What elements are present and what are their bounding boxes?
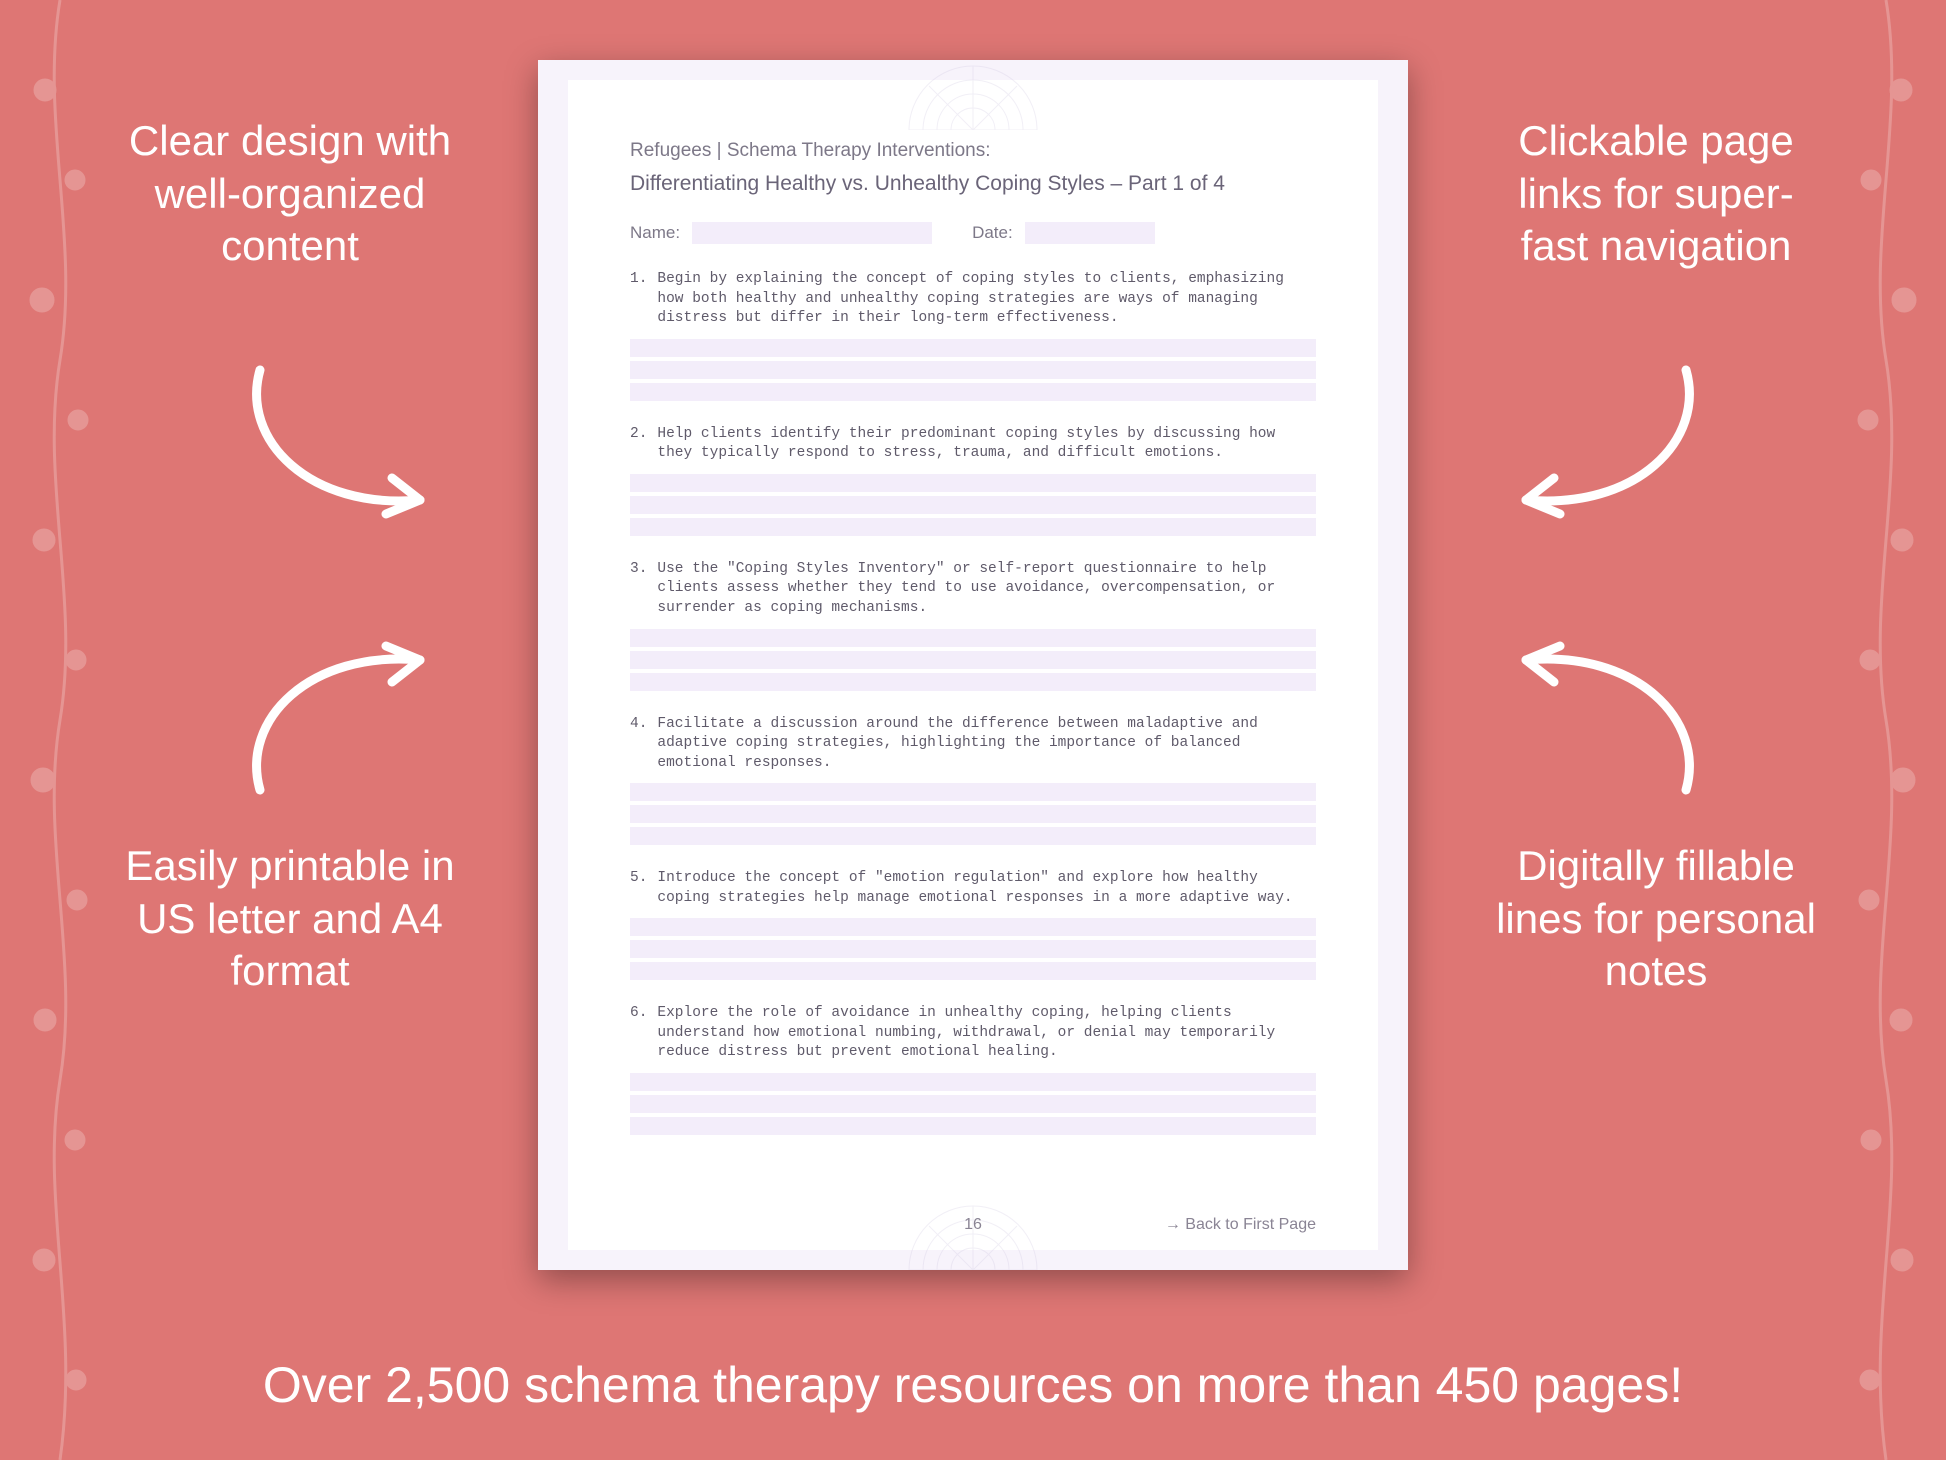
fillable-lines	[630, 918, 1316, 980]
worksheet-item: 2. Help clients identify their predominan…	[630, 425, 1316, 536]
worksheet-item: 1.Begin by explaining the concept of cop…	[630, 270, 1316, 401]
decorative-vine-left	[0, 0, 120, 1460]
fillable-line[interactable]	[630, 496, 1316, 514]
item-number: 6.	[630, 1004, 647, 1063]
worksheet-item: 6.Explore the role of avoidance in unhea…	[630, 1004, 1316, 1135]
document-breadcrumb: Refugees | Schema Therapy Interventions:	[630, 140, 1316, 162]
callout-bottom-left: Easily printable in US letter and A4 for…	[120, 840, 460, 998]
document-title: Differentiating Healthy vs. Unhealthy Co…	[630, 172, 1316, 196]
fillable-line[interactable]	[630, 783, 1316, 801]
document-footer: 16 → Back to First Page	[630, 1216, 1316, 1234]
item-text: Use the "Coping Styles Inventory" or sel…	[657, 560, 1316, 619]
fillable-line[interactable]	[630, 629, 1316, 647]
fillable-line[interactable]	[630, 827, 1316, 845]
callout-top-right: Clickable page links for super-fast navi…	[1486, 115, 1826, 273]
fillable-line[interactable]	[630, 962, 1316, 980]
item-number: 3.	[630, 560, 647, 619]
fillable-line[interactable]	[630, 518, 1316, 536]
date-input[interactable]	[1025, 222, 1155, 244]
fillable-lines	[630, 783, 1316, 845]
page-number: 16	[964, 1216, 982, 1234]
fillable-lines	[630, 474, 1316, 536]
mandala-decoration-top	[833, 60, 1113, 130]
item-text: Facilitate a discussion around the diffe…	[657, 715, 1316, 774]
name-field: Name:	[630, 222, 932, 244]
item-text: Introduce the concept of "emotion regula…	[657, 869, 1316, 908]
footer-banner: Over 2,500 schema therapy resources on m…	[0, 1356, 1946, 1414]
fillable-line[interactable]	[630, 1117, 1316, 1135]
document-meta-row: Name: Date:	[630, 222, 1316, 244]
name-input[interactable]	[692, 222, 932, 244]
worksheet-item: 3.Use the "Coping Styles Inventory" or s…	[630, 560, 1316, 691]
callout-bottom-right: Digitally fillable lines for personal no…	[1486, 840, 1826, 998]
document-page-inner: Refugees | Schema Therapy Interventions:…	[568, 80, 1378, 1250]
item-text: Help clients identify their predominant …	[657, 425, 1316, 464]
fillable-line[interactable]	[630, 940, 1316, 958]
fillable-line[interactable]	[630, 474, 1316, 492]
back-to-first-page-link[interactable]: → Back to First Page	[1165, 1216, 1316, 1234]
fillable-line[interactable]	[630, 918, 1316, 936]
mandala-decoration-bottom	[833, 1200, 1113, 1270]
decorative-vine-right	[1826, 0, 1946, 1460]
arrow-top-right	[1496, 360, 1716, 530]
fillable-line[interactable]	[630, 673, 1316, 691]
arrow-bottom-right	[1496, 630, 1716, 800]
fillable-line[interactable]	[630, 651, 1316, 669]
item-number: 5.	[630, 869, 647, 908]
document-page: Refugees | Schema Therapy Interventions:…	[538, 60, 1408, 1270]
fillable-lines	[630, 1073, 1316, 1135]
fillable-line[interactable]	[630, 1095, 1316, 1113]
item-number: 4.	[630, 715, 647, 774]
item-text: Explore the role of avoidance in unhealt…	[657, 1004, 1316, 1063]
fillable-lines	[630, 339, 1316, 401]
item-number: 2.	[630, 425, 647, 464]
fillable-line[interactable]	[630, 339, 1316, 357]
callout-top-left: Clear design with well-organized content	[120, 115, 460, 273]
worksheet-item: 4.Facilitate a discussion around the dif…	[630, 715, 1316, 846]
fillable-line[interactable]	[630, 805, 1316, 823]
date-label: Date:	[972, 223, 1013, 243]
date-field: Date:	[972, 222, 1155, 244]
item-text: Begin by explaining the concept of copin…	[657, 270, 1316, 329]
document-content: Refugees | Schema Therapy Interventions:…	[630, 140, 1316, 1200]
arrow-bottom-left	[230, 630, 450, 800]
worksheet-item: 5. Introduce the concept of "emotion regu…	[630, 869, 1316, 980]
fillable-line[interactable]	[630, 1073, 1316, 1091]
fillable-line[interactable]	[630, 383, 1316, 401]
fillable-line[interactable]	[630, 361, 1316, 379]
name-label: Name:	[630, 223, 680, 243]
fillable-lines	[630, 629, 1316, 691]
item-number: 1.	[630, 270, 647, 329]
arrow-top-left	[230, 360, 450, 530]
